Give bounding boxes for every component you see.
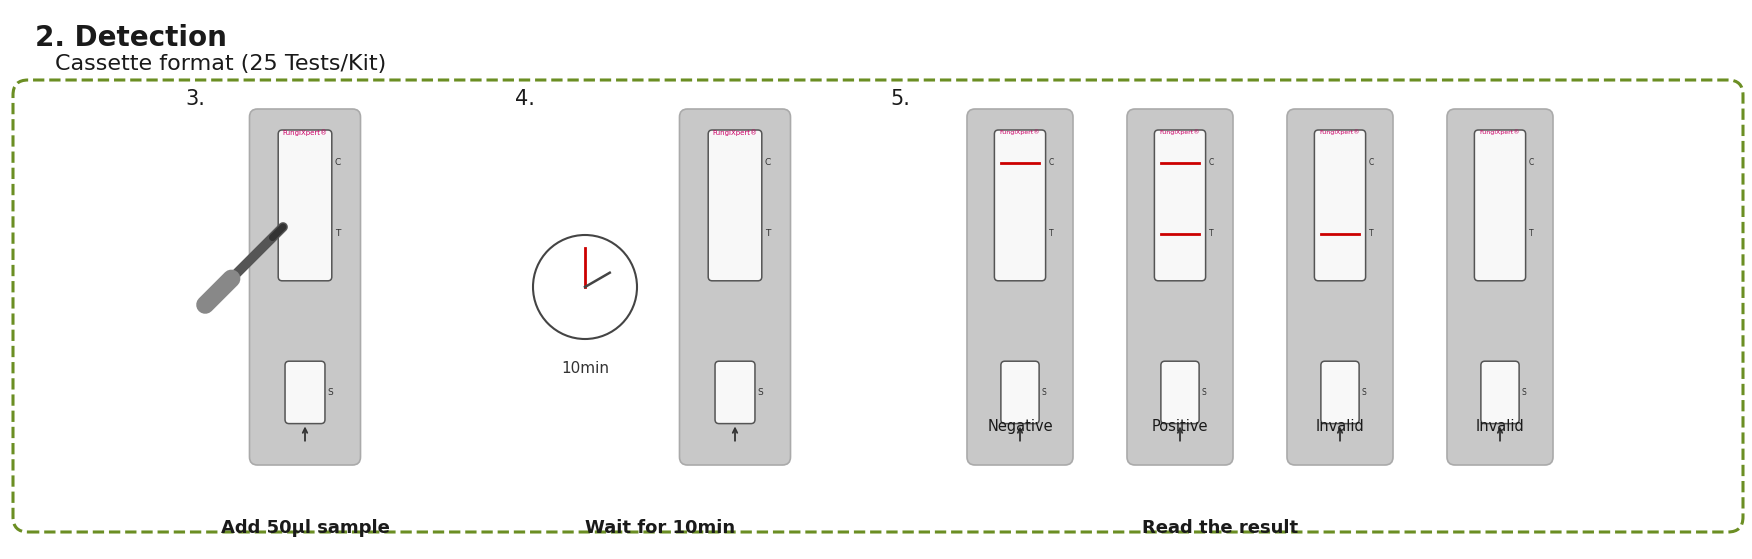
- Text: T: T: [1368, 229, 1374, 239]
- Text: 5.: 5.: [890, 89, 909, 109]
- Text: FungiXpert®: FungiXpert®: [713, 129, 757, 136]
- Text: C: C: [335, 158, 342, 167]
- FancyBboxPatch shape: [1162, 361, 1198, 424]
- Text: S: S: [1041, 388, 1046, 397]
- Text: Cassette format (25 Tests/Kit): Cassette format (25 Tests/Kit): [54, 54, 385, 74]
- Text: C: C: [1209, 158, 1214, 167]
- Text: 2. Detection: 2. Detection: [35, 24, 226, 52]
- Text: T: T: [1209, 229, 1212, 239]
- Text: C: C: [766, 158, 771, 167]
- FancyBboxPatch shape: [1321, 361, 1360, 424]
- Text: Positive: Positive: [1151, 419, 1209, 434]
- FancyBboxPatch shape: [249, 109, 361, 465]
- Text: T: T: [1049, 229, 1053, 239]
- FancyBboxPatch shape: [286, 361, 324, 424]
- Text: Negative: Negative: [986, 419, 1053, 434]
- Text: FungiXpert®: FungiXpert®: [1000, 129, 1041, 135]
- Text: 10min: 10min: [561, 361, 610, 376]
- FancyBboxPatch shape: [1475, 130, 1526, 281]
- Text: FungiXpert®: FungiXpert®: [282, 129, 328, 136]
- Text: S: S: [757, 388, 762, 397]
- FancyBboxPatch shape: [708, 130, 762, 281]
- FancyBboxPatch shape: [1155, 130, 1205, 281]
- Text: S: S: [1202, 388, 1205, 397]
- Text: S: S: [1521, 388, 1526, 397]
- Text: FungiXpert®: FungiXpert®: [1480, 129, 1521, 135]
- FancyBboxPatch shape: [1447, 109, 1552, 465]
- Text: Add 50μl sample: Add 50μl sample: [221, 519, 389, 537]
- Text: 4.: 4.: [515, 89, 534, 109]
- FancyBboxPatch shape: [1127, 109, 1233, 465]
- Text: Invalid: Invalid: [1475, 419, 1524, 434]
- FancyBboxPatch shape: [279, 130, 331, 281]
- FancyBboxPatch shape: [680, 109, 790, 465]
- FancyBboxPatch shape: [715, 361, 755, 424]
- Text: Read the result: Read the result: [1142, 519, 1298, 537]
- Text: T: T: [1528, 229, 1533, 239]
- Text: T: T: [766, 229, 771, 239]
- FancyBboxPatch shape: [967, 109, 1072, 465]
- Text: C: C: [1049, 158, 1055, 167]
- Text: C: C: [1368, 158, 1374, 167]
- Text: Wait for 10min: Wait for 10min: [585, 519, 736, 537]
- FancyBboxPatch shape: [1288, 109, 1393, 465]
- Text: FungiXpert®: FungiXpert®: [1160, 129, 1200, 135]
- Text: S: S: [1361, 388, 1367, 397]
- Text: T: T: [335, 229, 340, 239]
- Text: FungiXpert®: FungiXpert®: [1319, 129, 1360, 135]
- FancyBboxPatch shape: [1314, 130, 1365, 281]
- FancyBboxPatch shape: [1000, 361, 1039, 424]
- Text: C: C: [1528, 158, 1533, 167]
- FancyBboxPatch shape: [1480, 361, 1519, 424]
- Text: S: S: [328, 388, 333, 397]
- Text: 3.: 3.: [186, 89, 205, 109]
- FancyBboxPatch shape: [995, 130, 1046, 281]
- Text: Invalid: Invalid: [1316, 419, 1365, 434]
